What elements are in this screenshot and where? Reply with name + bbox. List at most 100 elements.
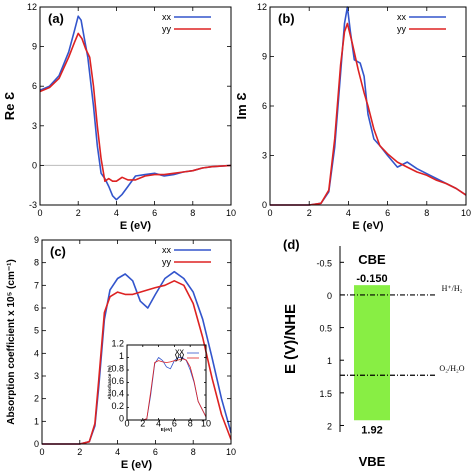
y-tick-label: 1 — [119, 351, 124, 361]
y-axis-label: E (V)/NHE — [282, 304, 299, 374]
y-tick-label: 2 — [327, 421, 332, 431]
x-tick-label: 0 — [124, 419, 129, 429]
x-axis-label: E(eV) — [161, 427, 173, 432]
x-tick-label: 6 — [172, 419, 177, 429]
x-tick-label: 2 — [307, 208, 312, 218]
x-tick-label: 10 — [226, 447, 236, 457]
y-tick-label: -3 — [29, 200, 37, 210]
panel-d: -0.5 0 0.5 1 1.5 2 CBE -0.150 1.92 VBE H⁺/H₂ O₂/H₂O… — [282, 237, 465, 469]
cbe-label: CBE — [358, 252, 386, 267]
y-tick-label: 8 — [34, 258, 39, 268]
y-tick-label: -0.5 — [316, 258, 332, 268]
series-line-xx — [270, 6, 467, 206]
y-axis-label: Re Ɛ — [2, 92, 17, 120]
y-tick-label: 3 — [32, 121, 37, 131]
y-tick-label: 0 — [327, 291, 332, 301]
y-tick-label: 0.6 — [111, 376, 124, 386]
panel-label: (c) — [50, 244, 66, 259]
y-tick-label: 0 — [34, 439, 39, 449]
y-tick-label: 0.2 — [111, 401, 124, 411]
panel-label: (b) — [278, 11, 295, 26]
x-tick-label: 0 — [39, 447, 44, 457]
x-tick-label: 6 — [153, 447, 158, 457]
x-tick-label: 10 — [461, 208, 471, 218]
y-tick-label: 9 — [32, 42, 37, 52]
redox-label: H⁺/H₂ — [442, 284, 463, 293]
x-tick-label: 2 — [140, 419, 145, 429]
y-tick-label: 0 — [32, 160, 37, 170]
y-tick-label: 4 — [34, 348, 39, 358]
series-line-yy — [39, 32, 232, 182]
legend-label-xx: xx — [162, 12, 172, 22]
series-line-yy — [270, 22, 467, 206]
x-tick-label: 10 — [226, 208, 236, 218]
x-tick-label: 2 — [76, 208, 81, 218]
x-tick-label: 8 — [188, 419, 193, 429]
plot-frame — [41, 239, 232, 445]
y-tick-label: 0.5 — [319, 324, 332, 334]
y-tick-label: 0 — [119, 414, 124, 424]
y-axis-label: Absorbance (%) — [107, 365, 112, 400]
x-tick-label: 8 — [190, 208, 195, 218]
panel-b: 0 2 4 6 8 10 0 3 6 9 12 E (eV) Im Ɛ (b) xx yy — [234, 2, 471, 232]
y-tick-label: 5 — [34, 326, 39, 336]
y-tick-label: 7 — [34, 280, 39, 290]
x-tick-label: 4 — [346, 208, 351, 218]
x-tick-label: 4 — [156, 419, 161, 429]
legend-label-yy: yy — [397, 24, 407, 34]
y-tick-label: 1.2 — [111, 339, 124, 349]
band-gap-bar — [354, 285, 390, 421]
y-axis-label: Im Ɛ — [234, 93, 249, 120]
panel-c-inset: 0 2 4 6 8 1000.20.40.60.811.2E(eV)Absorbance … — [107, 339, 211, 433]
legend-label-xx: xx — [175, 347, 185, 357]
y-tick-label: 1.5 — [319, 389, 332, 399]
legend-label-yy: yy — [162, 257, 172, 267]
redox-label: O₂/H₂O — [439, 364, 464, 373]
series-line-yy — [42, 280, 232, 445]
legend-label-yy: yy — [175, 352, 185, 362]
y-tick-label: 6 — [32, 81, 37, 91]
x-tick-label: 8 — [424, 208, 429, 218]
series-line-xx — [127, 357, 207, 421]
x-tick-label: 2 — [77, 447, 82, 457]
y-tick-label: 3 — [262, 151, 267, 161]
y-tick-label: 1 — [34, 416, 39, 426]
x-axis-label: E (eV) — [352, 220, 384, 232]
x-axis-label: E (eV) — [121, 459, 153, 471]
y-tick-label: 6 — [34, 303, 39, 313]
x-axis-label: E (eV) — [120, 220, 152, 232]
y-tick-label: 6 — [262, 101, 267, 111]
legend-label-yy: yy — [162, 24, 172, 34]
y-tick-label: 0.8 — [111, 364, 124, 374]
x-tick-label: 4 — [115, 447, 120, 457]
y-tick-label: 2 — [34, 394, 39, 404]
vbe-value: 1.92 — [361, 424, 382, 436]
y-tick-label: 3 — [34, 371, 39, 381]
y-tick-label: 0 — [262, 200, 267, 210]
x-tick-label: 0 — [37, 208, 42, 218]
y-tick-label: 12 — [27, 2, 37, 12]
x-tick-label: 6 — [152, 208, 157, 218]
legend: xx yy — [162, 12, 211, 34]
panel-label: (d) — [283, 237, 300, 252]
x-tick-label: 10 — [201, 419, 211, 429]
y-tick-label: 0.4 — [111, 389, 124, 399]
x-tick-label: 4 — [114, 208, 119, 218]
legend-label-xx: xx — [397, 12, 407, 22]
panel-label: (a) — [48, 11, 64, 26]
y-axis-label: Absorption coefficient x 10⁵ (cm⁻¹) — [6, 259, 17, 425]
y-tick-label: 9 — [262, 52, 267, 62]
legend: xx yy — [397, 12, 446, 34]
x-tick-label: 6 — [385, 208, 390, 218]
legend: xx yy — [162, 245, 211, 267]
y-tick-label: 12 — [257, 2, 267, 12]
vbe-label: VBE — [359, 454, 386, 469]
legend-label-xx: xx — [162, 245, 172, 255]
y-tick-label: 9 — [34, 235, 39, 245]
series-line-yy — [127, 358, 207, 421]
x-tick-label: 0 — [267, 208, 272, 218]
